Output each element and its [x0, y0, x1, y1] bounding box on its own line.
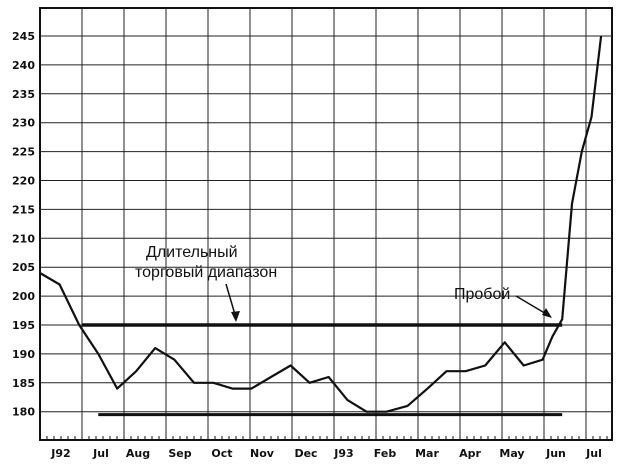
- y-tick-label: 235: [12, 88, 35, 101]
- range-lines: [82, 323, 563, 417]
- y-tick-label: 205: [12, 261, 35, 274]
- x-tick-label: Oct: [211, 447, 232, 460]
- plot-frame: [39, 7, 613, 441]
- x-tick-label: J93: [333, 447, 353, 460]
- x-tick-label: Sep: [168, 447, 191, 460]
- y-tick-label: 245: [12, 30, 35, 43]
- y-tick-label: 180: [12, 406, 35, 419]
- x-tick-label: Jul: [92, 447, 109, 460]
- breakout-annotation: Пробой: [454, 286, 510, 303]
- y-tick-label: 195: [12, 319, 35, 332]
- breakout-arrow: [515, 295, 549, 316]
- x-tick-label: Nov: [250, 447, 275, 460]
- x-tick-label: Aug: [126, 447, 150, 460]
- x-tick-label: Feb: [374, 447, 397, 460]
- y-tick-label: 225: [12, 146, 35, 159]
- y-tick-label: 240: [12, 59, 35, 72]
- y-tick-label: 200: [12, 290, 35, 303]
- x-axis: J92 Jul Aug Sep Oct Nov Dec J93 Feb Mar Apr May Jun J…: [39, 436, 608, 460]
- x-tick-label: Jul: [585, 447, 602, 460]
- range-annotation-line-1: Длительный: [146, 244, 238, 261]
- range-annotation-line-2: торговый диапазон: [135, 264, 277, 281]
- y-tick-label: 185: [12, 377, 35, 390]
- x-tick-label: Dec: [294, 447, 317, 460]
- y-tick-label: 230: [12, 117, 35, 130]
- annotations: Длительный торговый диапазон Пробой: [135, 244, 552, 322]
- y-axis: 245 240 235 230 225 220 215 210 205 200 195 190 185 1…: [12, 30, 35, 419]
- x-tick-label: J92: [50, 447, 70, 460]
- breakout-arrow-head: [542, 308, 552, 318]
- y-tick-label: 210: [12, 232, 35, 245]
- x-tick-label: Jun: [545, 447, 566, 460]
- x-tick-label: May: [499, 447, 524, 460]
- range-arrow-head: [231, 311, 240, 322]
- y-tick-label: 215: [12, 203, 35, 216]
- price-series-line: [39, 35, 603, 413]
- x-tick-label: Apr: [459, 447, 481, 460]
- x-tick-label: Mar: [415, 447, 439, 460]
- y-tick-label: 190: [12, 348, 35, 361]
- y-tick-label: 220: [12, 175, 35, 188]
- grid-lines: [40, 8, 612, 440]
